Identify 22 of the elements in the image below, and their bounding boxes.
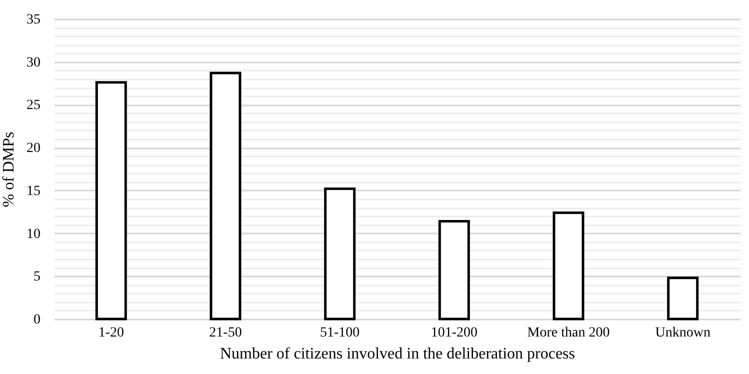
x-tick-label: More than 200 (527, 326, 610, 340)
y-tick-label: 20 (26, 141, 40, 156)
x-tick-label: 1-20 (98, 326, 124, 340)
y-tick-label: 15 (26, 184, 40, 199)
x-tick-label: 21-50 (209, 326, 242, 340)
bar (210, 72, 242, 320)
y-tick-label: 0 (34, 312, 40, 328)
y-tick-label: 25 (26, 98, 40, 114)
y-tick-label: 5 (34, 270, 40, 285)
x-tick-label: 51-100 (320, 326, 360, 340)
x-axis-title: Number of citizens involved in the deliberation process (220, 346, 576, 362)
bar (324, 187, 356, 320)
bar (438, 220, 470, 320)
bar (95, 81, 127, 320)
x-tick-label: 101-200 (430, 326, 478, 340)
y-tick-label: 35 (26, 12, 40, 28)
y-tick-label: 30 (26, 55, 40, 70)
x-tick-label: Unknown (655, 326, 710, 340)
y-tick-label: 10 (26, 226, 40, 242)
bar (552, 211, 584, 320)
bar (667, 276, 699, 320)
y-axis-title: % of DMPs (0, 132, 18, 208)
